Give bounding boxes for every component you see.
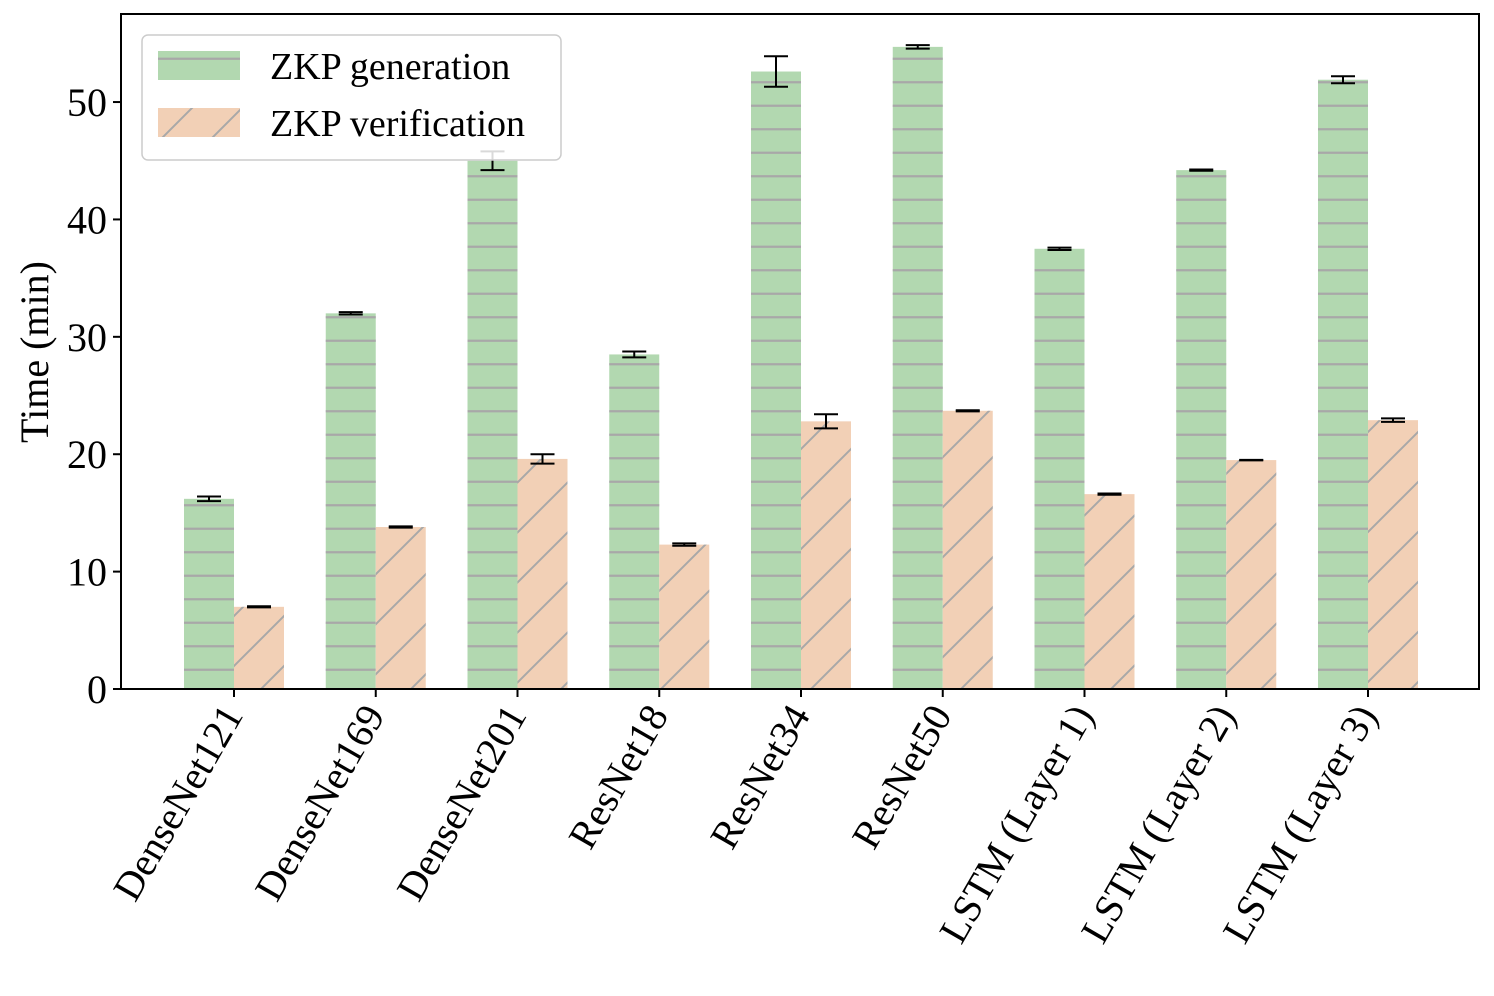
bar-hatch-zkp-verification-lstm-layer-2 xyxy=(1226,460,1277,689)
error-bar-zkp-verification-lstm-layer-3 xyxy=(1381,417,1405,423)
x-tick-label: LSTM (Layer 1) xyxy=(930,697,1102,950)
bar-hatch-zkp-generation-lstm-layer-3 xyxy=(1318,79,1368,689)
x-tick-label: ResNet50 xyxy=(843,697,961,856)
legend-frame xyxy=(141,34,562,161)
y-tick-label: 30 xyxy=(67,315,107,360)
x-tick-label: LSTM (Layer 3) xyxy=(1214,697,1386,950)
error-bar-zkp-generation-lstm-layer-2 xyxy=(1189,168,1214,172)
bars-layer xyxy=(184,46,1418,690)
error-bar-zkp-generation-resnet50 xyxy=(905,44,930,50)
legend-hatch-zkp-verification xyxy=(158,108,240,137)
bar-hatch-zkp-generation-resnet50 xyxy=(892,46,943,689)
legend-label-zkp-verification: ZKP verification xyxy=(270,103,525,145)
x-tick-label: LSTM (Layer 2) xyxy=(1072,697,1244,950)
error-bar-zkp-generation-lstm-layer-1 xyxy=(1047,246,1072,251)
x-tick-label: DenseNet121 xyxy=(104,697,252,908)
bar-hatch-zkp-verification-densenet169 xyxy=(375,527,426,689)
bar-hatch-zkp-verification-resnet18 xyxy=(659,544,710,689)
bar-hatch-zkp-verification-resnet34 xyxy=(801,421,851,689)
error-bar-zkp-generation-resnet18 xyxy=(622,350,647,359)
bar-hatch-zkp-generation-lstm-layer-2 xyxy=(1176,170,1227,689)
bar-hatch-zkp-generation-densenet169 xyxy=(325,313,376,689)
error-bar-zkp-verification-densenet169 xyxy=(388,525,413,529)
error-bar-zkp-verification-resnet18 xyxy=(672,542,697,547)
bar-hatch-zkp-verification-densenet121 xyxy=(234,606,284,689)
bar-hatch-zkp-generation-resnet34 xyxy=(751,71,801,690)
y-tick-label: 20 xyxy=(67,432,107,477)
error-bar-zkp-verification-resnet34 xyxy=(814,413,838,430)
bar-hatch-zkp-verification-lstm-layer-3 xyxy=(1368,420,1418,689)
x-tick-label: DenseNet201 xyxy=(387,697,535,908)
bar-hatch-zkp-generation-densenet121 xyxy=(184,498,234,689)
y-tick-label: 50 xyxy=(67,80,107,125)
error-bar-zkp-verification-densenet121 xyxy=(247,605,271,609)
bar-hatch-zkp-generation-lstm-layer-1 xyxy=(1034,248,1085,690)
y-tick-label: 10 xyxy=(67,550,107,595)
y-tick-label: 0 xyxy=(87,667,107,712)
legend-label-zkp-generation: ZKP generation xyxy=(270,46,510,88)
bar-hatch-zkp-verification-resnet50 xyxy=(942,410,993,689)
error-bar-zkp-generation-densenet121 xyxy=(197,495,221,503)
bar-hatch-zkp-generation-densenet201 xyxy=(467,160,518,689)
y-tick-label: 40 xyxy=(67,197,107,242)
x-tick-label: ResNet34 xyxy=(701,697,819,856)
error-bar-zkp-generation-lstm-layer-3 xyxy=(1331,75,1355,85)
bar-hatch-zkp-verification-lstm-layer-1 xyxy=(1084,494,1135,689)
error-bar-zkp-verification-lstm-layer-1 xyxy=(1097,492,1122,496)
bar-hatch-zkp-verification-densenet201 xyxy=(517,458,568,689)
error-bar-zkp-verification-densenet201 xyxy=(530,453,555,465)
y-axis-title: Time (min) xyxy=(12,261,57,443)
bar-hatch-zkp-generation-resnet18 xyxy=(609,354,660,689)
error-bars-layer xyxy=(197,44,1405,609)
x-tick-label: ResNet18 xyxy=(559,697,677,856)
error-bar-zkp-generation-densenet169 xyxy=(338,311,363,316)
error-bar-zkp-generation-resnet34 xyxy=(764,55,788,88)
y-axis: 0 10 20 30 40 50 xyxy=(67,80,121,712)
legend-hatch-zkp-generation xyxy=(158,51,240,80)
legend: ZKP generation ZKP verification xyxy=(141,34,562,161)
x-tick-label: DenseNet169 xyxy=(246,697,394,908)
error-bar-zkp-verification-resnet50 xyxy=(955,409,980,413)
